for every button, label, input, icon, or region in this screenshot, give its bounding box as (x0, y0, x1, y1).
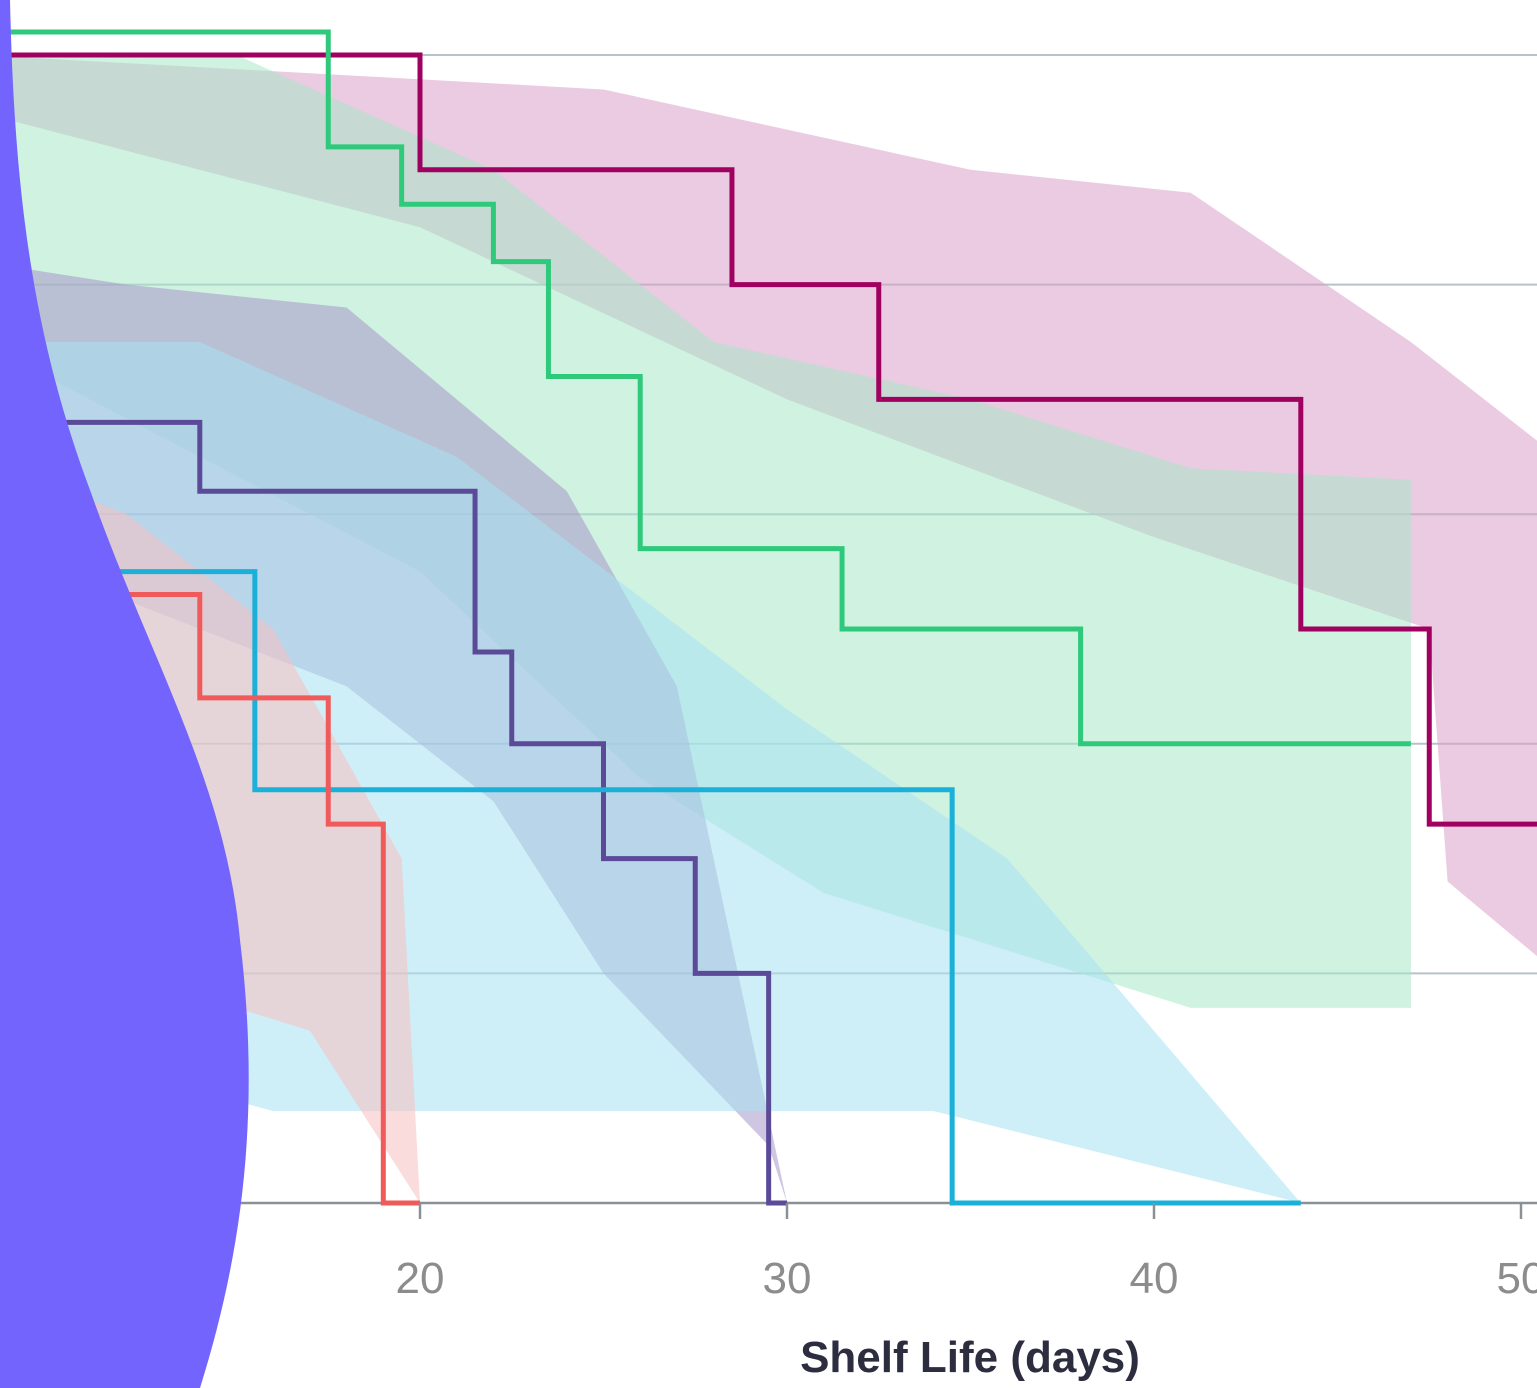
confidence-bands (0, 55, 1537, 1203)
survival-line-2 (0, 419, 787, 1206)
x-tick-label-1: 30 (763, 1254, 812, 1303)
survival-line-4 (0, 592, 420, 1206)
x-axis: 20 30 40 50 (396, 1203, 1537, 1303)
confidence-band-0 (0, 56, 1537, 957)
x-tick-label-3: 50 (1497, 1254, 1537, 1303)
x-axis-title: Shelf Life (days) (800, 1333, 1140, 1382)
survival-line-3 (0, 569, 1301, 1206)
survival-line-1 (0, 29, 1411, 747)
x-tick-label-0: 20 (396, 1254, 445, 1303)
survival-line-0 (0, 52, 1537, 827)
decorative-blob (0, 0, 249, 1388)
confidence-band-1 (0, 55, 1411, 1008)
survival-step-lines (0, 29, 1537, 1206)
x-tick-label-2: 40 (1130, 1254, 1179, 1303)
